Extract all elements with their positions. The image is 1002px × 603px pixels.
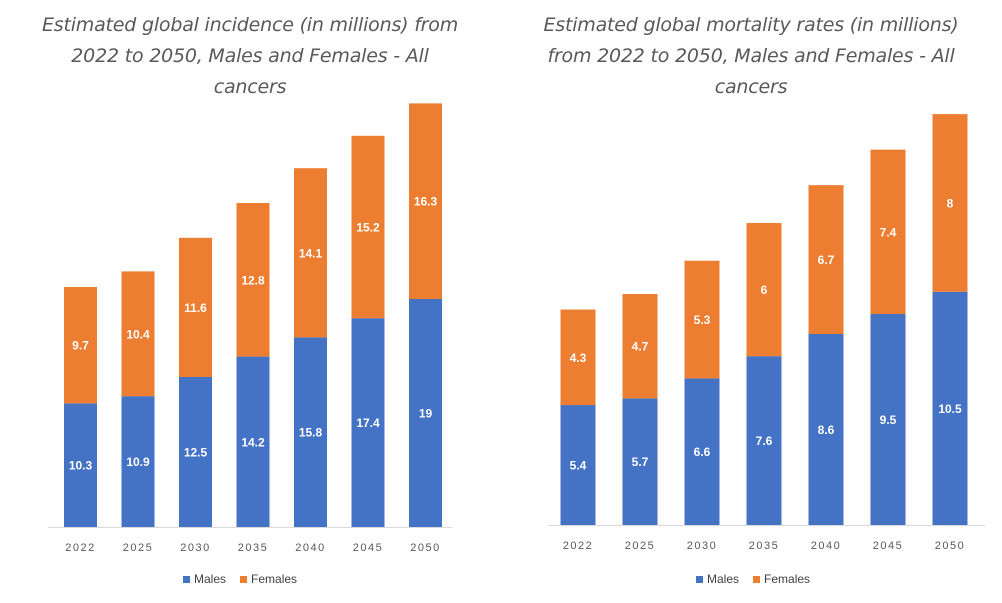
mortality-bar-females-2030 <box>684 260 720 379</box>
incidence-x-tick-label: 2050 <box>410 542 440 554</box>
mortality-data-label-females-2022: 4.3 <box>570 351 587 365</box>
mortality-chart-panel: Estimated global mortality rates (in mil… <box>500 0 1002 603</box>
mortality-data-label-males-2040: 8.6 <box>818 423 835 437</box>
mortality-x-tick-label: 2045 <box>873 540 903 552</box>
incidence-bar-females-2040 <box>294 168 327 338</box>
mortality-legend: Males Females <box>696 572 810 586</box>
incidence-data-label-females-2045: 15.2 <box>356 221 380 235</box>
incidence-data-label-males-2050: 19 <box>419 407 433 421</box>
incidence-title-line: Estimated global incidence (in millions)… <box>41 14 459 36</box>
legend-item-males: Males <box>183 572 226 586</box>
mortality-data-label-males-2025: 5.7 <box>632 455 649 469</box>
mortality-x-tick-label: 2035 <box>749 540 779 552</box>
incidence-x-tick-label: 2035 <box>238 542 268 554</box>
mortality-bar-females-2022 <box>560 309 596 406</box>
legend-label-females: Females <box>251 572 298 586</box>
mortality-data-label-females-2035: 6 <box>761 283 768 297</box>
mortality-bar-males-2022 <box>560 405 596 525</box>
mortality-data-label-females-2040: 6.7 <box>818 253 835 267</box>
incidence-bar-males-2045 <box>351 318 385 527</box>
incidence-bar-females-2050 <box>409 103 442 300</box>
mortality-data-label-males-2022: 5.4 <box>570 459 587 473</box>
mortality-bar-males-2025 <box>622 398 658 525</box>
incidence-bar-males-2040 <box>294 337 327 527</box>
incidence-bar-males-2025 <box>121 396 155 527</box>
legend-label-females: Females <box>764 572 811 586</box>
incidence-bar-females-2025 <box>121 271 155 397</box>
mortality-bar-males-2050 <box>932 291 968 525</box>
mortality-data-label-males-2030: 6.6 <box>694 445 711 459</box>
mortality-data-label-males-2045: 9.5 <box>880 413 897 427</box>
mortality-x-tick-label: 2050 <box>935 540 965 552</box>
incidence-bar-males-2050 <box>409 299 442 527</box>
mortality-bar-males-2035 <box>746 356 782 525</box>
incidence-x-tick-label: 2045 <box>353 542 383 554</box>
incidence-chart-panel: Estimated global incidence (in millions)… <box>0 0 500 603</box>
mortality-data-label-males-2035: 7.6 <box>756 434 773 448</box>
incidence-data-label-males-2030: 12.5 <box>184 446 208 460</box>
incidence-x-tick-label: 2022 <box>65 542 95 554</box>
mortality-bar-males-2040 <box>808 333 844 525</box>
mortality-x-tick-label: 2022 <box>563 540 593 552</box>
incidence-data-label-females-2025: 10.4 <box>126 327 150 341</box>
incidence-bar-males-2030 <box>179 377 212 527</box>
incidence-data-label-females-2022: 9.7 <box>72 339 89 353</box>
mortality-x-tick-label: 2030 <box>687 540 717 552</box>
mortality-chart-title: Estimated global mortality rates (in mil… <box>500 10 1002 103</box>
incidence-bar-males-2035 <box>236 356 270 527</box>
incidence-data-label-males-2045: 17.4 <box>356 416 380 430</box>
mortality-data-label-males-2050: 10.5 <box>938 402 962 416</box>
females-swatch-icon <box>753 575 761 583</box>
legend-item-females: Females <box>240 572 297 586</box>
mortality-x-tick-label: 2040 <box>811 540 841 552</box>
legend-label-males: Males <box>194 572 227 586</box>
incidence-data-label-females-2030: 11.6 <box>184 301 207 315</box>
incidence-bar-females-2045 <box>351 135 385 319</box>
mortality-data-label-females-2045: 7.4 <box>880 225 897 239</box>
mortality-title-line: cancers <box>714 76 788 98</box>
mortality-bar-females-2040 <box>808 185 844 334</box>
incidence-title-line: 2022 to 2050, Males and Females - All <box>71 45 429 67</box>
mortality-bar-females-2035 <box>746 222 782 357</box>
incidence-chart-title: Estimated global incidence (in millions)… <box>0 10 500 103</box>
mortality-data-label-females-2050: 8 <box>947 196 954 210</box>
incidence-bar-females-2022 <box>64 287 97 404</box>
mortality-bar-females-2045 <box>870 149 906 314</box>
incidence-x-tick-label: 2030 <box>180 542 210 554</box>
incidence-title-line: cancers <box>213 76 287 98</box>
legend-label-males: Males <box>707 572 740 586</box>
incidence-data-label-males-2040: 15.8 <box>299 426 323 440</box>
mortality-data-label-females-2025: 4.7 <box>632 340 649 354</box>
mortality-data-label-females-2030: 5.3 <box>694 313 711 327</box>
incidence-chart-plot: 10.3 9.7 2022 10.9 10.4 2025 12.5 11.6 2030 14.2 1… <box>48 103 452 554</box>
incidence-data-label-females-2050: 16.3 <box>414 195 438 209</box>
females-swatch-icon <box>240 575 248 583</box>
incidence-bar-females-2030 <box>179 237 212 377</box>
incidence-x-tick-label: 2025 <box>123 542 153 554</box>
mortality-title-line: from 2022 to 2050, Males and Females - A… <box>547 45 955 67</box>
incidence-data-label-males-2025: 10.9 <box>126 455 150 469</box>
incidence-data-label-males-2022: 10.3 <box>69 459 93 473</box>
mortality-x-tick-label: 2025 <box>625 540 655 552</box>
legend-item-males: Males <box>696 572 739 586</box>
mortality-bar-females-2050 <box>932 114 968 292</box>
mortality-title-line: Estimated global mortality rates (in mil… <box>543 14 959 36</box>
incidence-bar-males-2022 <box>64 403 97 527</box>
mortality-bar-males-2030 <box>684 378 720 525</box>
incidence-x-tick-label: 2040 <box>295 542 325 554</box>
legend-item-females: Females <box>753 572 810 586</box>
incidence-legend: Males Females <box>183 572 297 586</box>
mortality-bar-females-2025 <box>622 294 658 399</box>
mortality-chart-plot: 5.4 4.3 2022 5.7 4.7 2025 6.6 5.3 2030 7.6 6 2035 8.… <box>548 114 985 552</box>
males-swatch-icon <box>696 575 703 583</box>
males-swatch-icon <box>183 575 190 583</box>
incidence-data-label-males-2035: 14.2 <box>241 435 265 449</box>
incidence-data-label-females-2040: 14.1 <box>299 246 323 260</box>
mortality-bar-males-2045 <box>870 314 906 525</box>
incidence-data-label-females-2035: 12.8 <box>241 273 265 287</box>
incidence-bar-females-2035 <box>236 203 270 357</box>
